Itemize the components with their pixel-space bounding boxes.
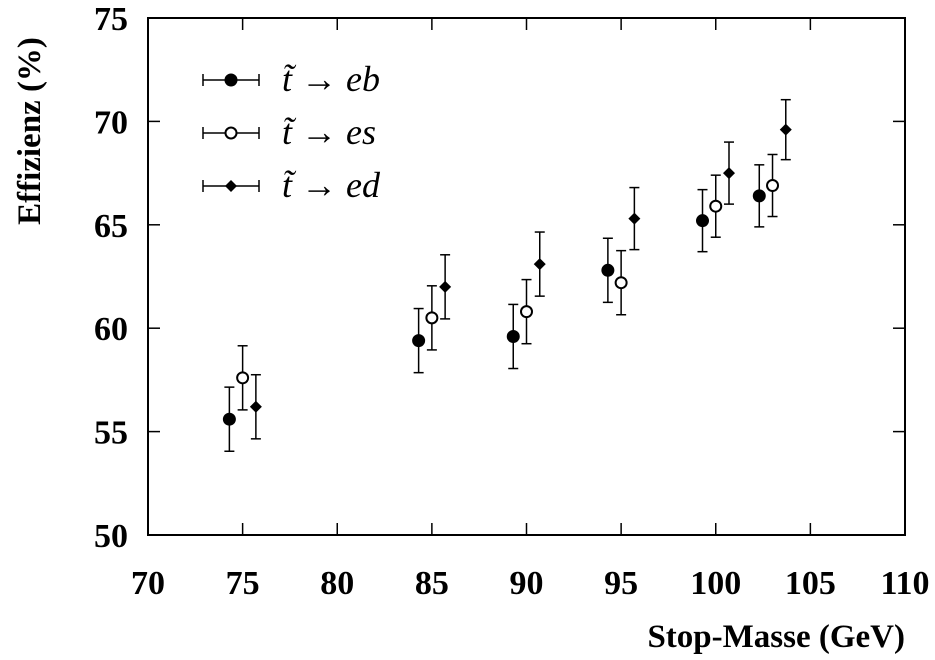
data-point (779, 123, 792, 136)
data-points (222, 98, 792, 452)
y-tick-label: 65 (94, 208, 128, 245)
y-tick-label: 70 (94, 104, 128, 141)
legend: t̃ → eb t̃ → es t̃ → ed (202, 59, 381, 205)
y-tick-label: 50 (94, 518, 128, 555)
y-tick-label: 60 (94, 311, 128, 348)
data-point (766, 179, 780, 193)
data-point (412, 334, 426, 348)
legend-marker (225, 180, 237, 192)
plot-frame (147, 17, 906, 536)
data-point (614, 276, 628, 290)
legend-entry-3: t̃ → ed (202, 165, 381, 205)
axes: 70 75 80 85 90 95 100 105 110 50 55 60 65 70 75 (94, 1, 930, 602)
x-axis-label: Stop-Masse (GeV) (647, 619, 905, 655)
y-tick-label: 55 (94, 415, 128, 452)
data-point (249, 400, 262, 413)
data-point (520, 305, 533, 319)
legend-entry-2: t̃ → es (202, 112, 376, 152)
data-point (752, 189, 766, 203)
data-point (722, 167, 735, 180)
data-point (439, 280, 452, 293)
legend-label: t̃ → es (282, 112, 376, 152)
series-3 (249, 98, 792, 440)
legend-label: t̃ → ed (282, 165, 381, 205)
data-point (533, 258, 546, 271)
x-tick-label: 95 (604, 565, 638, 602)
data-point (236, 371, 250, 385)
legend-label: t̃ → eb (282, 59, 380, 99)
legend-marker (224, 73, 238, 87)
x-tick-label: 80 (320, 565, 354, 602)
x-tick-label: 75 (226, 565, 260, 602)
x-tick-label: 85 (415, 565, 449, 602)
x-tick-label: 110 (880, 565, 929, 602)
legend-marker (224, 126, 238, 140)
data-point (601, 263, 615, 277)
y-tick-label: 75 (94, 1, 128, 38)
legend-entry-1: t̃ → eb (202, 59, 380, 99)
data-point (696, 214, 710, 228)
data-point (425, 311, 439, 325)
data-point (222, 412, 236, 426)
x-tick-label: 100 (690, 565, 741, 602)
series-1 (222, 164, 766, 452)
y-axis-label: Effizienz (%) (12, 37, 48, 225)
x-tick-label: 70 (131, 565, 165, 602)
x-tick-label: 90 (510, 565, 544, 602)
x-tick-label: 105 (785, 565, 836, 602)
data-point (628, 212, 641, 225)
data-point (506, 329, 520, 343)
series-2 (236, 153, 780, 411)
data-point (709, 199, 723, 213)
